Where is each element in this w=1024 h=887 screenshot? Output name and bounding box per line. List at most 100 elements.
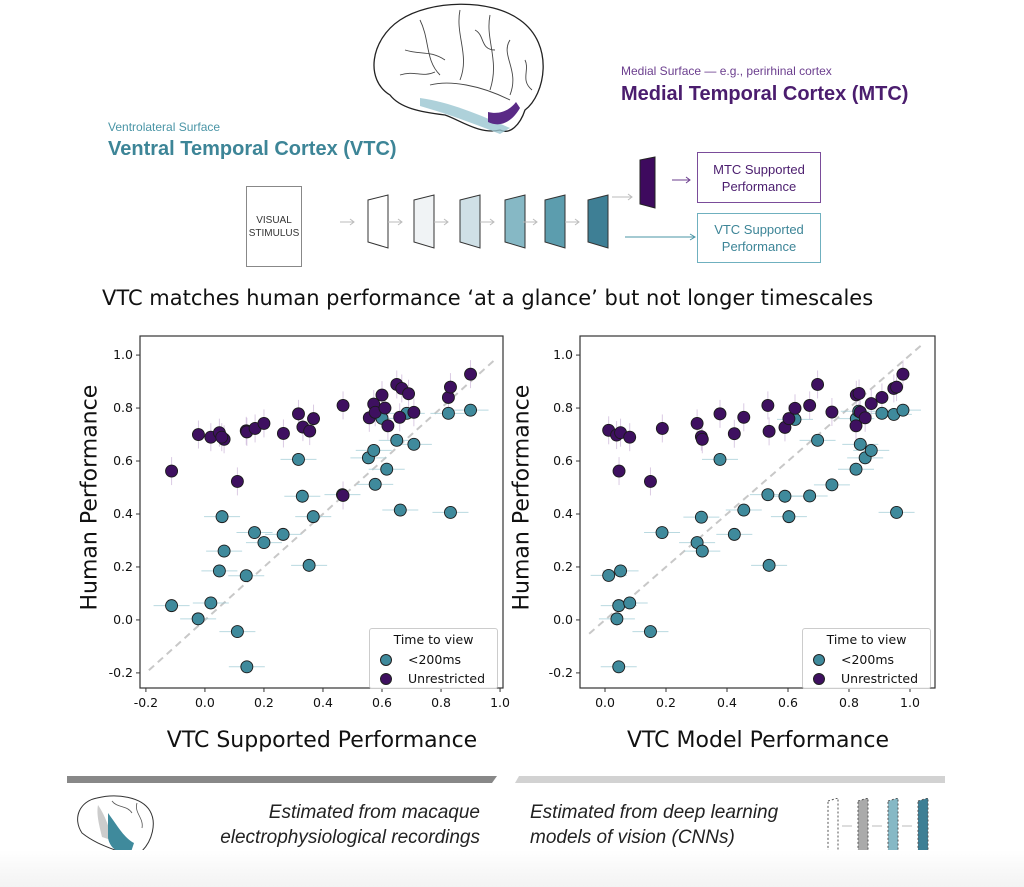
y-tick-label: 1.0 xyxy=(113,347,133,362)
arrow-icon xyxy=(565,218,580,226)
data-point-200ms xyxy=(875,406,889,420)
data-point-200ms xyxy=(612,660,626,674)
data-point-200ms xyxy=(761,488,775,502)
data-point-200ms xyxy=(825,478,839,492)
legend-entry: <200ms xyxy=(408,652,462,667)
data-point-200ms xyxy=(602,568,616,582)
data-point-unrestricted xyxy=(849,419,863,433)
data-point-unrestricted xyxy=(336,488,350,502)
arrow-icon xyxy=(672,176,691,184)
arrow-icon xyxy=(434,218,449,226)
data-point-200ms xyxy=(655,526,669,539)
legend-entry: Unrestricted xyxy=(408,671,486,686)
data-point-unrestricted xyxy=(655,421,669,435)
data-point-200ms xyxy=(623,596,637,610)
data-point-unrestricted xyxy=(375,388,389,402)
data-point-200ms xyxy=(694,510,708,524)
data-point-200ms xyxy=(803,489,817,503)
data-point-unrestricted xyxy=(875,390,889,404)
data-point-unrestricted xyxy=(257,416,271,430)
data-point-200ms xyxy=(890,505,904,519)
data-point-unrestricted xyxy=(762,424,776,438)
data-point-200ms xyxy=(215,510,229,524)
vtc-output-box: VTC Supported Performance xyxy=(697,213,821,263)
vtc-title: Ventral Temporal Cortex (VTC) xyxy=(108,138,397,160)
y-axis-label-right: Human Performance xyxy=(509,384,535,611)
data-point-unrestricted xyxy=(464,367,477,381)
legend-right: Time to view <200ms Unrestricted xyxy=(802,628,931,689)
data-point-200ms xyxy=(217,544,231,558)
legend-entry: Unrestricted xyxy=(841,671,919,686)
data-point-unrestricted xyxy=(381,419,395,433)
cnn-caption-line2: models of vision (CNNs) xyxy=(530,827,735,848)
data-point-200ms xyxy=(393,503,407,517)
data-point-unrestricted xyxy=(737,410,751,424)
y-tick-label: 1.0 xyxy=(553,347,573,362)
data-point-200ms xyxy=(610,612,624,626)
legend-entry: <200ms xyxy=(841,652,895,667)
arrow-icon xyxy=(340,218,355,226)
chart-vtc-model: 0.0 0.2 0.4 0.6 0.8 1.0 1.0 0.8 0.6 0.4 0.2 0.0 -0.2 xyxy=(549,335,936,710)
legend-title: Time to view xyxy=(393,632,474,647)
data-point-200ms xyxy=(368,477,382,491)
arrow-icon xyxy=(480,218,495,226)
data-point-unrestricted xyxy=(292,407,305,421)
cnn-layers-icon xyxy=(827,798,929,855)
data-point-unrestricted xyxy=(276,427,290,440)
y-tick-label: 0.4 xyxy=(553,506,573,521)
y-tick-label: 0.2 xyxy=(553,559,573,574)
x-tick-label: 0.8 xyxy=(839,695,859,710)
x-tick-label: 1.0 xyxy=(900,695,920,710)
x-tick-label: 0.2 xyxy=(254,695,274,710)
data-point-unrestricted xyxy=(165,464,179,478)
data-point-unrestricted xyxy=(444,380,457,394)
arrow-icon xyxy=(625,233,696,241)
network-layer xyxy=(413,194,435,249)
x-tick-label: 0.8 xyxy=(431,695,451,710)
data-point-200ms xyxy=(248,526,261,539)
legend-title: Time to view xyxy=(826,632,907,647)
y-tick-label: -0.2 xyxy=(549,665,573,680)
y-tick-label: 0.4 xyxy=(113,506,133,521)
data-point-200ms xyxy=(441,406,455,420)
data-point-unrestricted xyxy=(890,380,904,394)
data-point-unrestricted xyxy=(644,474,657,488)
data-point-200ms xyxy=(407,437,421,451)
axes-frame xyxy=(579,335,936,689)
data-point-unrestricted xyxy=(336,398,350,412)
data-point-200ms xyxy=(204,596,218,610)
data-point-unrestricted xyxy=(623,430,637,444)
data-point-unrestricted xyxy=(407,405,421,419)
data-point-unrestricted xyxy=(393,410,407,424)
data-point-unrestricted xyxy=(713,407,727,421)
macaque-caption: Estimated from macaque electrophysiologic… xyxy=(180,800,480,850)
mtc-output-line2: Performance xyxy=(721,178,797,194)
data-point-unrestricted xyxy=(303,424,317,438)
data-point-200ms xyxy=(191,612,205,626)
data-point-200ms xyxy=(614,564,628,578)
data-point-unrestricted xyxy=(761,398,775,412)
data-point-200ms xyxy=(240,660,254,674)
x-axis-label-left: VTC Supported Performance xyxy=(166,728,478,753)
human-brain-illustration xyxy=(373,3,544,134)
data-point-200ms xyxy=(778,489,792,503)
network-layer xyxy=(504,194,526,249)
page-footer-band xyxy=(0,850,1024,887)
y-tick-label: 0.8 xyxy=(113,400,133,415)
data-point-200ms xyxy=(782,510,796,524)
x-tick-label: 0.6 xyxy=(372,695,392,710)
section-bars xyxy=(67,776,945,783)
data-point-200ms xyxy=(212,564,226,578)
data-point-unrestricted xyxy=(864,397,878,410)
network-pipeline xyxy=(340,156,696,249)
network-layer xyxy=(459,194,481,249)
data-point-200ms xyxy=(444,505,457,519)
data-point-200ms xyxy=(713,452,727,466)
y-tick-label: -0.2 xyxy=(109,665,133,680)
data-point-unrestricted xyxy=(378,401,392,415)
y-tick-label: 0.0 xyxy=(553,612,573,627)
data-point-200ms xyxy=(302,558,316,572)
data-point-200ms xyxy=(644,625,657,639)
data-point-unrestricted xyxy=(402,387,416,401)
legend-left: Time to view <200ms Unrestricted xyxy=(369,628,498,689)
